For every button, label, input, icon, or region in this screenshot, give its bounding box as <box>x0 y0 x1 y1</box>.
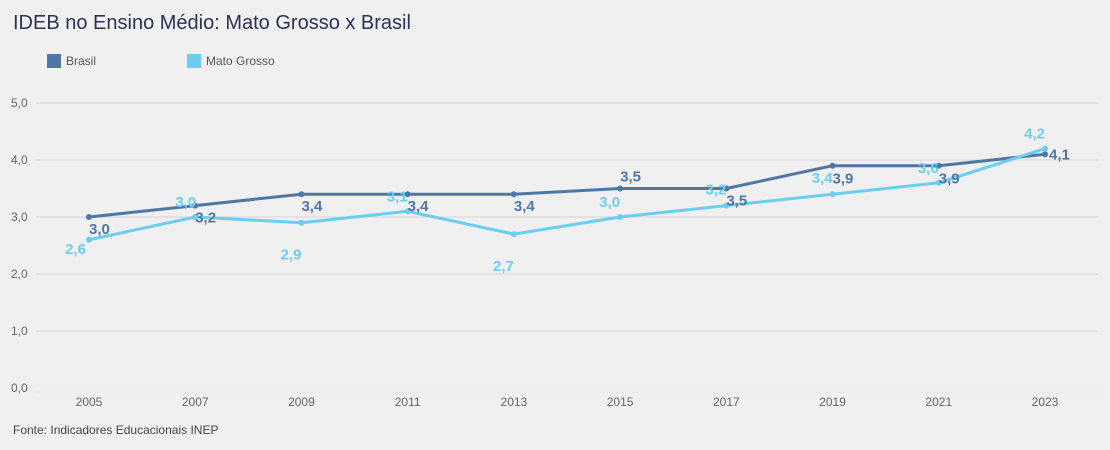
data-point <box>617 185 624 192</box>
x-tick-label: 2023 <box>1032 395 1059 409</box>
data-point <box>510 191 517 198</box>
data-label: 3,0 <box>89 221 110 238</box>
data-label: 2,6 <box>65 241 86 258</box>
data-label: 3,2 <box>195 210 216 227</box>
data-label: 3,5 <box>726 193 747 210</box>
x-tick-label: 2005 <box>76 395 103 409</box>
data-label: 3,2 <box>705 182 726 199</box>
data-label: 2,7 <box>493 258 514 275</box>
data-label: 3,4 <box>812 170 834 187</box>
data-label: 3,5 <box>620 169 641 186</box>
data-label: 3,0 <box>175 194 196 211</box>
data-point <box>404 208 411 215</box>
data-label: 4,2 <box>1024 126 1045 143</box>
y-tick-label: 0,0 <box>11 381 28 395</box>
data-label: 3,6 <box>918 160 939 177</box>
data-point <box>723 202 730 209</box>
legend-item-brasil[interactable]: Brasil <box>47 54 96 68</box>
source-note: Fonte: Indicadores Educacionais INEP <box>13 423 219 437</box>
data-point <box>829 162 836 169</box>
legend-swatch-brasil <box>47 54 61 68</box>
data-point <box>298 191 305 198</box>
x-tick-label: 2017 <box>713 395 740 409</box>
y-tick-label: 3,0 <box>11 210 28 224</box>
data-label: 3,1 <box>387 188 408 205</box>
y-tick-label: 2,0 <box>11 267 28 281</box>
y-tick-label: 4,0 <box>11 153 28 167</box>
y-tick-label: 5,0 <box>11 96 28 110</box>
data-point <box>1042 145 1048 152</box>
data-point <box>192 214 199 220</box>
data-point <box>86 214 92 220</box>
data-point <box>404 191 411 198</box>
x-tick-label: 2021 <box>925 395 952 409</box>
legend-label-brasil: Brasil <box>66 54 97 68</box>
chart-title: IDEB no Ensino Médio: Mato Grosso x Bras… <box>13 12 411 34</box>
data-point <box>298 219 305 226</box>
data-label: 3,0 <box>599 194 620 211</box>
x-tick-label: 2013 <box>501 395 528 409</box>
data-label: 3,4 <box>514 198 536 215</box>
data-label: 3,9 <box>939 171 960 188</box>
data-point <box>510 231 517 238</box>
data-point <box>935 179 942 186</box>
data-label: 3,4 <box>408 198 430 215</box>
data-point <box>935 162 942 169</box>
legend-label-mato-grosso: Mato Grosso <box>206 54 275 68</box>
x-tick-label: 2015 <box>607 395 634 409</box>
data-point <box>192 202 199 209</box>
data-label: 3,4 <box>301 198 323 215</box>
data-point <box>617 214 624 220</box>
data-point <box>723 185 730 192</box>
legend-item-mato-grosso[interactable]: Mato Grosso <box>187 54 275 68</box>
y-tick-label: 1,0 <box>11 324 28 338</box>
x-tick-label: 2019 <box>819 395 846 409</box>
legend-swatch-mato-grosso <box>187 54 201 68</box>
series-line-brasil <box>88 152 1046 219</box>
series-line-mato-grosso <box>88 147 1046 242</box>
x-tick-label: 2009 <box>288 395 315 409</box>
data-label: 3,9 <box>833 171 854 188</box>
x-tick-label: 2011 <box>395 395 421 409</box>
x-tick-label: 2007 <box>182 395 209 409</box>
data-point <box>86 236 92 243</box>
data-label: 2,9 <box>281 247 302 264</box>
data-point <box>1042 151 1048 158</box>
data-point <box>829 191 836 198</box>
data-label: 4,1 <box>1049 146 1070 163</box>
